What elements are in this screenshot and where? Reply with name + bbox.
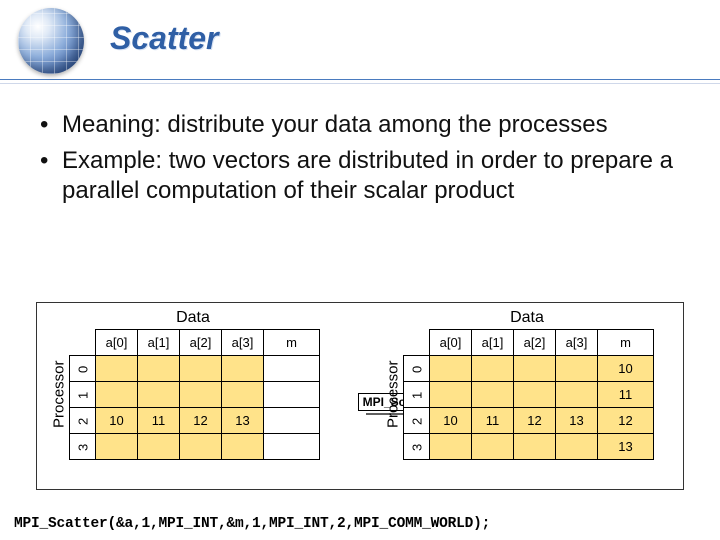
- before-panel: Data Processor a[0] a[1] a[2] a[3] m 0: [49, 309, 337, 479]
- cell: [138, 382, 180, 408]
- cell: [472, 382, 514, 408]
- row-header: 2: [404, 408, 430, 434]
- scatter-diagram: Data Processor a[0] a[1] a[2] a[3] m 0: [36, 302, 684, 490]
- col-header: a[0]: [96, 330, 138, 356]
- slide-title: Scatter: [110, 20, 219, 57]
- col-header: a[3]: [556, 330, 598, 356]
- cell: [180, 382, 222, 408]
- data-label-left: Data: [49, 309, 337, 327]
- after-panel: Data Processor a[0] a[1] a[2] a[3] m 0: [383, 309, 671, 479]
- col-header: m: [598, 330, 654, 356]
- cell: [138, 434, 180, 460]
- before-table: a[0] a[1] a[2] a[3] m 0 1: [69, 329, 320, 460]
- cell: [514, 434, 556, 460]
- col-header: m: [264, 330, 320, 356]
- cell: [180, 356, 222, 382]
- cell: 12: [514, 408, 556, 434]
- cell: 10: [96, 408, 138, 434]
- cell: [514, 382, 556, 408]
- row-header: 0: [70, 356, 96, 382]
- globe-icon: [8, 0, 98, 80]
- cell: 10: [598, 356, 654, 382]
- cell: [264, 382, 320, 408]
- cell: 12: [180, 408, 222, 434]
- cell: 12: [598, 408, 654, 434]
- processor-label-left: Processor: [49, 329, 69, 460]
- cell: 11: [472, 408, 514, 434]
- processor-label-right: Processor: [383, 329, 403, 460]
- cell: [472, 434, 514, 460]
- bullet-dot: •: [40, 146, 62, 206]
- bullet-text: Example: two vectors are distributed in …: [62, 146, 690, 206]
- cell: [430, 356, 472, 382]
- col-header: a[3]: [222, 330, 264, 356]
- cell: [222, 356, 264, 382]
- cell: [430, 434, 472, 460]
- col-header: a[1]: [138, 330, 180, 356]
- cell: 13: [598, 434, 654, 460]
- bullet-dot: •: [40, 110, 62, 140]
- cell: [556, 356, 598, 382]
- col-header: a[2]: [514, 330, 556, 356]
- cell: [556, 434, 598, 460]
- cell: [514, 356, 556, 382]
- cell: [264, 408, 320, 434]
- cell: [180, 434, 222, 460]
- bullet-item: • Meaning: distribute your data among th…: [40, 110, 690, 140]
- cell: 13: [222, 408, 264, 434]
- code-example: MPI_Scatter(&a,1,MPI_INT,&m,1,MPI_INT,2,…: [14, 516, 706, 532]
- after-table: a[0] a[1] a[2] a[3] m 0 10 1: [403, 329, 654, 460]
- cell: 11: [138, 408, 180, 434]
- col-header: a[2]: [180, 330, 222, 356]
- data-label-right: Data: [383, 309, 671, 327]
- row-header: 2: [70, 408, 96, 434]
- cell: [138, 356, 180, 382]
- cell: [222, 382, 264, 408]
- row-header: 3: [404, 434, 430, 460]
- cell: [472, 356, 514, 382]
- cell: [96, 356, 138, 382]
- col-header: a[1]: [472, 330, 514, 356]
- cell: [96, 382, 138, 408]
- row-header: 1: [404, 382, 430, 408]
- cell: [264, 434, 320, 460]
- bullet-text: Meaning: distribute your data among the …: [62, 110, 608, 140]
- cell: [96, 434, 138, 460]
- row-header: 3: [70, 434, 96, 460]
- col-header: a[0]: [430, 330, 472, 356]
- cell: [556, 382, 598, 408]
- cell: 13: [556, 408, 598, 434]
- cell: 11: [598, 382, 654, 408]
- bullet-item: • Example: two vectors are distributed i…: [40, 146, 690, 206]
- cell: [264, 356, 320, 382]
- cell: [430, 382, 472, 408]
- row-header: 0: [404, 356, 430, 382]
- cell: 10: [430, 408, 472, 434]
- row-header: 1: [70, 382, 96, 408]
- bullet-list: • Meaning: distribute your data among th…: [40, 110, 690, 212]
- cell: [222, 434, 264, 460]
